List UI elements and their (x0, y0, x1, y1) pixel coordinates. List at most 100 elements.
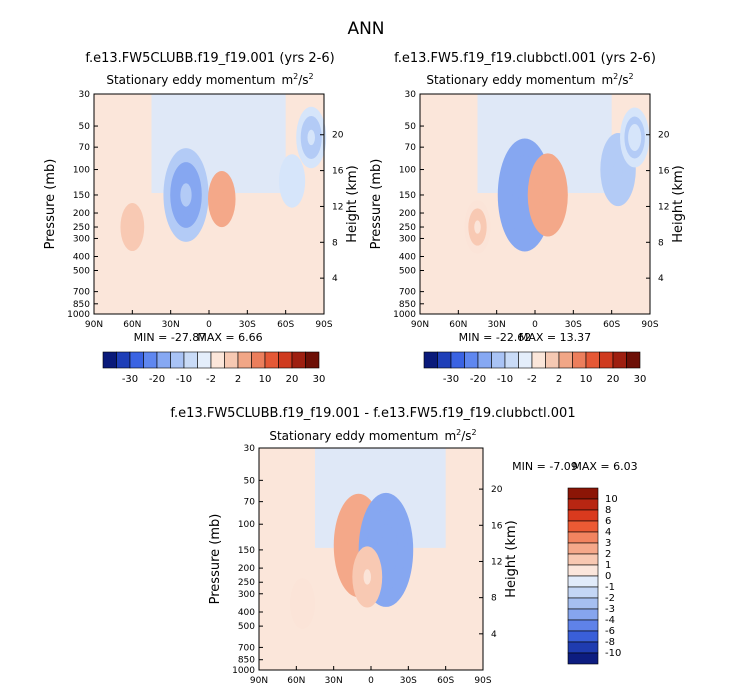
colorbar-label: -20 (470, 374, 486, 385)
y2-tick-label: 4 (332, 274, 338, 284)
y-tick-label: 100 (73, 166, 90, 176)
y-tick-label: 200 (399, 209, 416, 219)
y2-tick-label: 16 (491, 521, 503, 531)
colorbar-swatch (477, 351, 492, 369)
x-tick-label: 0 (206, 320, 212, 330)
colorbar-swatch (567, 608, 599, 621)
colorbar-swatch (116, 351, 131, 369)
y-tick-label: 850 (73, 300, 90, 310)
x-tick-label: 60N (123, 320, 141, 330)
colorbar-label: 10 (605, 494, 618, 505)
colorbar-swatch (491, 351, 506, 369)
contour-feature (129, 221, 136, 234)
colorbar-swatch (612, 351, 627, 369)
y-tick-label: 500 (399, 267, 416, 277)
colorbar-label: -30 (122, 374, 138, 385)
contour-feature (218, 192, 226, 207)
y-tick-label: 30 (244, 444, 256, 454)
colorbar-swatch (504, 351, 519, 369)
colorbar-swatch (102, 351, 117, 369)
y-tick-label: 250 (238, 578, 255, 588)
x-tick-label: 90S (315, 320, 332, 330)
colorbar-label: 1 (605, 560, 611, 571)
y-tick-label: 700 (399, 288, 416, 298)
x-tick-label: 0 (532, 320, 538, 330)
y-tick-label: 250 (399, 223, 416, 233)
colorbar-swatch (567, 498, 599, 511)
colorbar-label: 2 (235, 374, 241, 385)
units-mid: /s (618, 73, 628, 87)
x-tick-label: 30N (162, 320, 180, 330)
x-tick-label: 90S (474, 676, 491, 686)
colorbar-swatch (599, 351, 614, 369)
x-tick-label: 90N (250, 676, 268, 686)
colorbar-label: -30 (443, 374, 459, 385)
y-tick-label: 70 (405, 143, 417, 153)
max-label: MAX = 6.03 (572, 460, 637, 473)
y-tick-label: 70 (244, 498, 256, 508)
colorbar-swatch (197, 351, 212, 369)
units-sup1: 2 (613, 72, 618, 81)
min-label: MIN = -7.09 (512, 460, 578, 473)
contour-feature (631, 130, 639, 145)
colorbar-label: 0 (605, 571, 611, 582)
y-tick-label: 850 (399, 300, 416, 310)
colorbar-label: -2 (206, 374, 216, 385)
y2-tick-label: 20 (658, 131, 670, 141)
colorbar-swatch (567, 575, 599, 588)
y-tick-label: 50 (79, 122, 91, 132)
colorbar-label: 6 (605, 516, 611, 527)
case-label: f.e13.FW5.f19_f19.clubbctl.001 (yrs 2-6) (394, 51, 656, 66)
contour-feature (542, 184, 553, 206)
chart-title: Stationary eddy momentum m2/s2 (269, 428, 476, 443)
y-tick-label: 700 (73, 288, 90, 298)
y2-tick-label: 12 (491, 557, 502, 567)
colorbar-label: -1 (605, 582, 615, 593)
max-label: MAX = 6.66 (197, 331, 262, 344)
x-tick-label: 30S (239, 320, 256, 330)
y2-tick-label: 20 (491, 485, 503, 495)
y-tick-label: 400 (73, 253, 90, 263)
y-tick-label: 1000 (232, 666, 255, 676)
units-sup1: 2 (456, 428, 461, 437)
colorbar-label: -10 (176, 374, 192, 385)
chart-title: Stationary eddy momentum m2/s2 (426, 72, 633, 87)
y-tick-label: 150 (238, 546, 255, 556)
x-tick-label: 0 (368, 676, 374, 686)
colorbar-swatch (567, 509, 599, 522)
colorbar-swatch (567, 520, 599, 533)
y2-axis-label: Height (km) (504, 520, 519, 597)
y2-tick-label: 20 (332, 131, 344, 141)
x-tick-label: 60S (603, 320, 620, 330)
y2-tick-label: 16 (658, 167, 670, 177)
colorbar-swatch (143, 351, 158, 369)
units-sup2: 2 (472, 428, 477, 437)
contour-feature (379, 535, 393, 565)
units-sup2: 2 (309, 72, 314, 81)
y-tick-label: 100 (238, 520, 255, 530)
y2-tick-label: 4 (658, 274, 664, 284)
panel-difference: 90N 60N 30N 0 30S 60S 90S305070100150200250300… (170, 406, 637, 686)
colorbar-label: 20 (286, 374, 299, 385)
title-text: Stationary eddy momentum (106, 73, 275, 87)
case-label: f.e13.FW5CLUBB.f19_f19.001 - f.e13.FW5.f… (170, 406, 575, 421)
colorbar-swatch (567, 597, 599, 610)
y-tick-label: 200 (73, 209, 90, 219)
colorbar-label: -2 (527, 374, 537, 385)
y-tick-label: 500 (73, 267, 90, 277)
colorbar-swatch (567, 553, 599, 566)
x-tick-label: 30N (488, 320, 506, 330)
panel-control-case: 90N 60N 30N 0 30S 60S 90S 30 50 70 100 150 200 250300… (43, 51, 360, 344)
colorbar-swatch (423, 351, 438, 369)
y2-axis-label: Height (km) (345, 165, 360, 242)
y-tick-label: 1000 (67, 310, 90, 320)
colorbar-swatch (251, 351, 266, 369)
colorbar-swatch (567, 652, 599, 665)
units-base: m (444, 429, 456, 443)
colorbar-label: -10 (497, 374, 513, 385)
colorbar-swatch (170, 351, 185, 369)
units-base: m (601, 73, 613, 87)
x-tick-label: 60S (437, 676, 454, 686)
colorbar-label: 8 (605, 505, 611, 516)
